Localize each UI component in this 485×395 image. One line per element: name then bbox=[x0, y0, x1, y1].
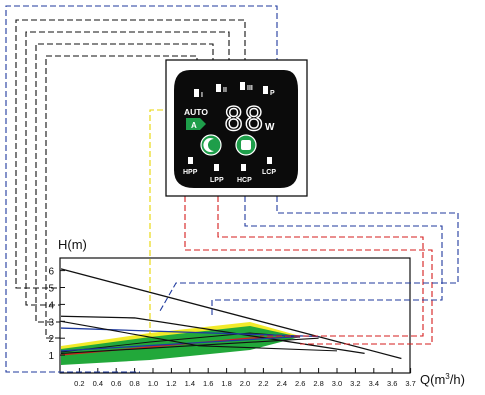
hcp-label: HCP bbox=[237, 177, 252, 184]
lcp-label: LCP bbox=[262, 169, 276, 176]
mode-label-2: II bbox=[223, 87, 227, 94]
auto-badge-label: A bbox=[191, 121, 197, 130]
y-axis: 1 2 3 4 5 6 bbox=[48, 267, 65, 362]
x-tick-label: 1.6 bbox=[203, 379, 213, 388]
wire-red-1 bbox=[184, 196, 433, 345]
y-tick-label: 1 bbox=[48, 351, 54, 362]
wire-black-1 bbox=[15, 19, 246, 289]
y-tick-label: 5 bbox=[48, 284, 54, 295]
x-tick-label: 3.6 bbox=[387, 379, 397, 388]
auto-badge bbox=[186, 118, 206, 130]
y-axis-label: H(m) bbox=[58, 237, 87, 252]
x-tick-label: 3.7 bbox=[405, 379, 415, 388]
mode-label-1: I bbox=[201, 92, 203, 99]
wire-blue-1 bbox=[211, 196, 443, 315]
wire-blue-2 bbox=[159, 196, 459, 312]
mode-led-1 bbox=[194, 89, 199, 97]
x-tick-label: 2.6 bbox=[295, 379, 305, 388]
pump-curve-4 bbox=[60, 335, 301, 352]
pump-curve-6 bbox=[60, 337, 319, 354]
y-tick-label: 6 bbox=[48, 267, 54, 278]
wire-red-2 bbox=[217, 196, 424, 337]
x-tick-label: 0.8 bbox=[129, 379, 139, 388]
wire-black-3 bbox=[35, 43, 214, 323]
square-icon bbox=[241, 140, 251, 150]
power-unit: W bbox=[265, 122, 275, 133]
x-tick-label: 0.2 bbox=[74, 379, 84, 388]
wire-black-4 bbox=[45, 55, 198, 339]
mode-led-4 bbox=[263, 86, 268, 94]
wire-layer bbox=[5, 5, 459, 373]
x-tick-label: 1.4 bbox=[185, 379, 195, 388]
pump-curve-2 bbox=[60, 315, 365, 355]
lpp-label: LPP bbox=[210, 177, 224, 184]
x-tick-label: 2.8 bbox=[313, 379, 323, 388]
hpp-label: HPP bbox=[183, 169, 198, 176]
x-tick-label: 0.6 bbox=[111, 379, 121, 388]
wire-black-2 bbox=[25, 31, 230, 306]
x-axis-label: Q(m3/h) bbox=[420, 372, 465, 387]
auto-label: AUTO bbox=[184, 107, 208, 117]
y-tick-label: 4 bbox=[48, 300, 54, 311]
lpp-led bbox=[214, 164, 219, 171]
x-tick-label: 3.0 bbox=[332, 379, 342, 388]
control-panel: I II III P AUTO A 88 W HPP LPP HCP LCP bbox=[165, 59, 308, 197]
mode-led-3 bbox=[240, 82, 245, 90]
x-tick-label: 0.4 bbox=[93, 379, 103, 388]
lcp-led bbox=[267, 157, 272, 164]
x-tick-label: 2.4 bbox=[277, 379, 287, 388]
y-tick-label: 3 bbox=[48, 317, 54, 328]
hcp-led bbox=[241, 164, 246, 171]
moon-icon bbox=[203, 138, 214, 153]
chart-frame bbox=[59, 257, 411, 374]
wire-blue-left bbox=[5, 5, 278, 373]
x-axis: 0.2 0.4 0.6 0.8 1.0 1.2 1.4 1.6 1.8 2.0 2.2 2.4 2.6 2… bbox=[74, 368, 416, 388]
mode-label-3: III bbox=[247, 85, 253, 92]
x-tick-label: 1.8 bbox=[221, 379, 231, 388]
mode-led-2 bbox=[216, 84, 221, 92]
y-tick-label: 2 bbox=[48, 334, 54, 345]
x-tick-label: 3.2 bbox=[350, 379, 360, 388]
x-tick-label: 3.4 bbox=[369, 379, 379, 388]
x-tick-label: 2.0 bbox=[240, 379, 250, 388]
mode-label-4: P bbox=[270, 90, 275, 97]
x-tick-label: 1.0 bbox=[148, 379, 158, 388]
hpp-led bbox=[188, 157, 193, 164]
power-display: 88 bbox=[224, 100, 265, 138]
x-tick-label: 2.2 bbox=[258, 379, 268, 388]
x-tick-label: 1.2 bbox=[166, 379, 176, 388]
band-green bbox=[61, 326, 300, 365]
